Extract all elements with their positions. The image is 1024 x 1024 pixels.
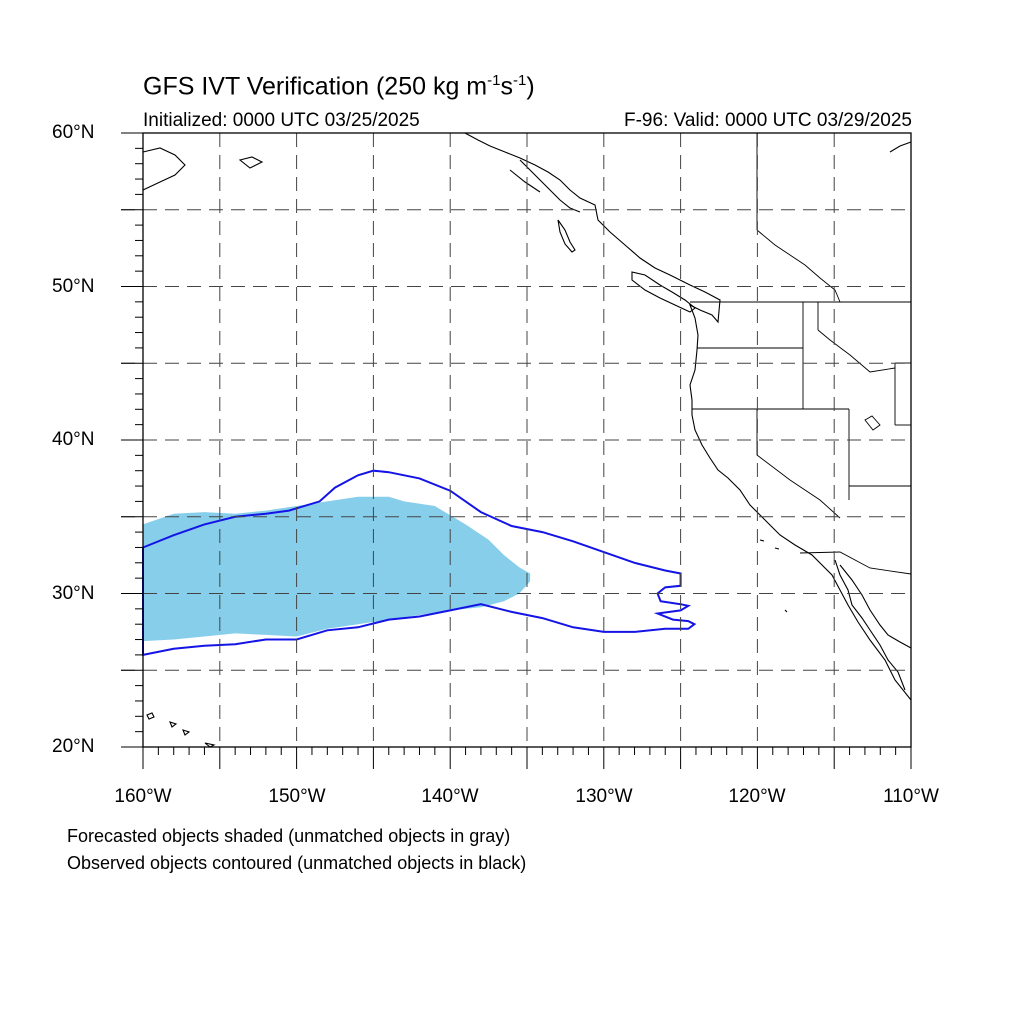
axis-ticks: [121, 132, 912, 769]
coastlines: [142, 132, 912, 748]
kodiak-island: [238, 156, 264, 169]
lat-label-40n: 40°N: [52, 429, 95, 450]
lat-label-50n: 50°N: [52, 276, 95, 297]
map-title: GFS IVT Verification (250 kg m-1s-1): [143, 72, 535, 101]
baja-inner-coast: [839, 564, 912, 649]
channel-islands: [759, 539, 788, 613]
lat-label-60n: 60°N: [52, 122, 95, 143]
title-end: ): [526, 72, 535, 101]
observed-note: Observed objects contoured (unmatched ob…: [67, 853, 527, 873]
alaska-peninsula: [142, 147, 186, 191]
borders: [690, 133, 912, 575]
lon-label-110w: 110°W: [883, 786, 939, 807]
title-main: GFS IVT Verification (250 kg m: [143, 72, 488, 101]
vancouver-island: [631, 271, 696, 313]
lat-lon-grid: [121, 133, 911, 747]
forecast-object: [143, 496, 531, 642]
california-nevada-border: [756, 409, 841, 519]
lon-label-120w: 120°W: [728, 786, 786, 807]
bc-alberta-lower: [756, 229, 841, 303]
northeast-coast: [889, 141, 912, 153]
lat-label-30n: 30°N: [52, 583, 95, 604]
init-time-label: Initialized: 0000 UTC 03/25/2025: [143, 110, 420, 131]
us-mexico-border: [799, 551, 912, 575]
lon-label-140w: 140°W: [421, 786, 479, 807]
lat-label-20n: 20°N: [52, 736, 95, 757]
great-salt-lake: [864, 415, 881, 431]
north-america-coast: [464, 132, 912, 701]
hawaii-islands: [146, 712, 216, 748]
title-mid: s: [500, 72, 513, 101]
forecast-note: Forecasted objects shaded (unmatched obj…: [67, 826, 511, 846]
lon-label-130w: 130°W: [575, 786, 633, 807]
title-superscript-1: -1: [487, 72, 501, 89]
lon-label-150w: 150°W: [268, 786, 326, 807]
baja-coast: [834, 559, 906, 691]
alaska-islands: [509, 159, 581, 213]
idaho-montana-curve: [817, 329, 896, 373]
haida-gwaii: [557, 219, 576, 253]
lon-label-160w: 160°W: [114, 786, 172, 807]
title-superscript-2: -1: [512, 72, 527, 89]
valid-time-label: F-96: Valid: 0000 UTC 03/29/2025: [624, 110, 912, 131]
